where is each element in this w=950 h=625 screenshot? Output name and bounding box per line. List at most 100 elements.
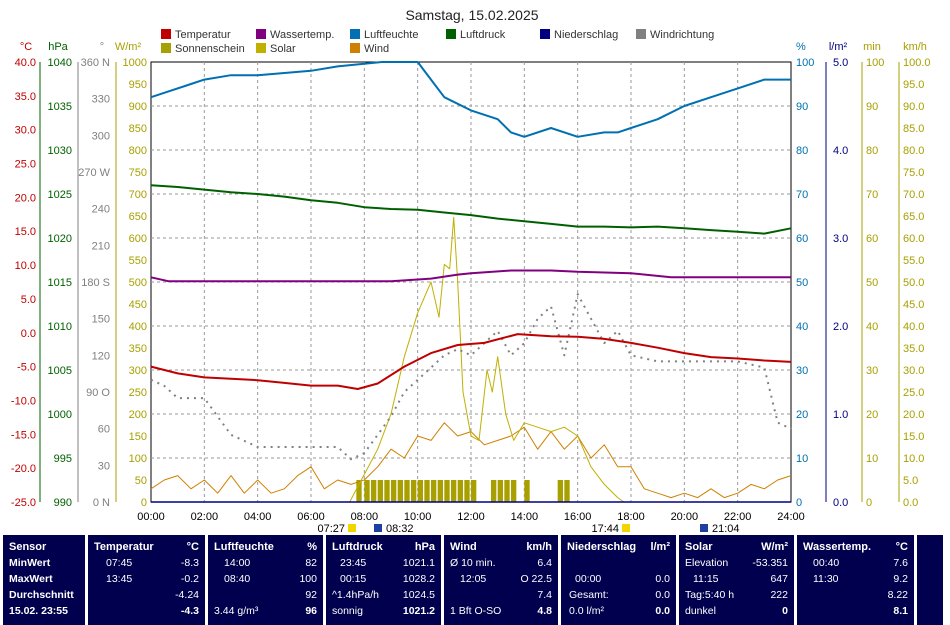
- right-axis-tick: 70: [796, 189, 808, 201]
- legend-label-wassertemp: Wassertemp.: [270, 29, 334, 41]
- panel-row-label: Durchschnitt: [9, 589, 74, 601]
- left-axis-unit-3: °: [100, 41, 104, 53]
- sun-event-time: 08:32: [386, 523, 414, 535]
- panel-row: 14:00 82: [224, 557, 317, 569]
- panel-header: Solar W/m²: [685, 541, 788, 553]
- left-axis-tick: -25.0: [11, 497, 36, 509]
- panel-row: 8.22: [887, 589, 908, 601]
- left-axis-tick: 550: [129, 255, 147, 267]
- panel-row: 7.4: [537, 589, 552, 601]
- panel-row: Elevation -53.351: [685, 557, 788, 569]
- sonnenschein-bar: [411, 480, 417, 502]
- panel-header: Wind km/h: [450, 541, 552, 553]
- left-axis-tick: 240: [92, 204, 110, 216]
- legend-label-solar: Solar: [270, 43, 296, 55]
- panel-row: Ø 10 min. 6.4: [450, 557, 552, 569]
- left-axis-tick: 25.0: [15, 159, 36, 171]
- panel-row-label: 15.02. 23:55: [9, 605, 68, 617]
- right-axis-tick: 80: [866, 145, 878, 157]
- left-axis-tick: 850: [129, 123, 147, 135]
- legend-label-sonnenschein: Sonnenschein: [175, 43, 245, 55]
- left-axis-tick: 0: [141, 497, 147, 509]
- left-axis-tick: 950: [129, 79, 147, 91]
- panel-row: 07:45 -8.3: [106, 557, 199, 569]
- grid: [151, 62, 791, 502]
- right-axis-tick: 0: [866, 497, 872, 509]
- panel-header: Wassertemp. °C: [803, 541, 908, 553]
- left-axis-tick: 350: [129, 343, 147, 355]
- left-axis-tick: 5.0: [21, 294, 36, 306]
- left-axis-unit-2: hPa: [48, 41, 68, 53]
- panel-row: 8.1: [893, 605, 908, 617]
- right-axis-tick: 100: [796, 57, 814, 69]
- right-axis-tick: 0.0: [903, 497, 918, 509]
- x-axis-tick: 20:00: [671, 511, 699, 523]
- left-axis-tick: 1010: [48, 321, 72, 333]
- left-axis-tick: -5.0: [17, 362, 36, 374]
- right-axis-tick: 100: [866, 57, 884, 69]
- sun-icon: [622, 524, 630, 532]
- right-axis-tick: 60: [866, 233, 878, 245]
- panel-row: Gesamt: 0.0: [569, 589, 670, 601]
- right-axis-tick: 20: [866, 409, 878, 421]
- left-axis-tick: 0.0: [21, 328, 36, 340]
- sonnenschein-bar: [464, 480, 470, 502]
- panel-col-luftfeuchte: Luftfeuchte% 14:00 82 08:40 100 92 3.44 g/…: [208, 535, 323, 625]
- left-axis-tick: 120: [92, 350, 110, 362]
- series-layer: [150, 61, 792, 503]
- right-axis-tick: 10: [866, 453, 878, 465]
- legend-swatch-solar: [256, 43, 266, 53]
- panel-row-label: MaxWert: [9, 573, 53, 585]
- panel-header: Luftfeuchte%: [214, 541, 317, 553]
- panel-row: 00:00 0.0: [575, 573, 670, 585]
- right-axis-tick: 40.0: [903, 321, 924, 333]
- legend: Temperatur Wassertemp. Luftfeuchte Luftdruc…: [161, 29, 714, 55]
- right-axis-tick: 50.0: [903, 277, 924, 289]
- right-axis-tick: 50: [796, 277, 808, 289]
- left-axis-tick: 360 N: [81, 57, 110, 69]
- x-axis-tick: 22:00: [724, 511, 752, 523]
- right-axis-tick: 4.0: [833, 145, 848, 157]
- legend-swatch-luftfeuchte: [350, 29, 360, 39]
- right-axis-tick: 1.0: [833, 409, 848, 421]
- left-axis-tick: 35.0: [15, 91, 36, 103]
- left-axis-tick: 30: [98, 460, 110, 472]
- legend-label-wind: Wind: [364, 43, 389, 55]
- left-axis-unit-4: W/m²: [115, 41, 142, 53]
- panel-header: Sensor: [9, 541, 47, 553]
- sun-event-time: 07:27: [317, 523, 345, 535]
- panel-row-label: MinWert: [9, 557, 51, 569]
- axes: °C 40.0 35.0 30.0 25.0 20.0 15.0 10.0 5.0 0.0 -5.0…: [11, 41, 931, 509]
- right-axis-unit-2: l/m²: [829, 41, 848, 53]
- right-axis-tick: 0: [796, 497, 802, 509]
- series-line-solar: [151, 216, 791, 503]
- right-axis-tick: 75.0: [903, 167, 924, 179]
- summary-panel: Sensor MinWert MaxWert Durchschnitt 15.0…: [0, 535, 950, 625]
- sonnenschein-bar: [404, 480, 410, 502]
- legend-swatch-wind: [350, 43, 360, 53]
- panel-row: 0.0 l/m² 0.0: [569, 605, 670, 617]
- right-axis-unit-1: %: [796, 41, 806, 53]
- panel-row: [567, 555, 670, 571]
- sun-event-time: 17:44: [591, 523, 619, 535]
- right-axis-tick: 30: [866, 365, 878, 377]
- left-axis-tick: 20.0: [15, 192, 36, 204]
- left-axis-tick: 500: [129, 277, 147, 289]
- right-axis-tick: 10: [796, 453, 808, 465]
- right-axis-unit-3: min: [863, 41, 881, 53]
- left-axis-tick: 150: [92, 314, 110, 326]
- left-axis-tick: 210: [92, 240, 110, 252]
- legend-swatch-wassertemp: [256, 29, 266, 39]
- sonnenschein-bar: [424, 480, 430, 502]
- x-axis-tick: 00:00: [137, 511, 165, 523]
- legend-label-luftdruck: Luftdruck: [460, 29, 506, 41]
- panel-header: Luftdruck hPa: [332, 541, 435, 553]
- left-axis-tick: 450: [129, 299, 147, 311]
- left-axis-tick: 90 O: [86, 387, 110, 399]
- left-axis-tick: 700: [129, 189, 147, 201]
- sonnenschein-bar: [564, 480, 570, 502]
- left-axis-tick: 1015: [48, 277, 72, 289]
- left-axis-tick: 180 S: [81, 277, 110, 289]
- left-axis-tick: -15.0: [11, 429, 36, 441]
- x-axis-tick: 18:00: [617, 511, 645, 523]
